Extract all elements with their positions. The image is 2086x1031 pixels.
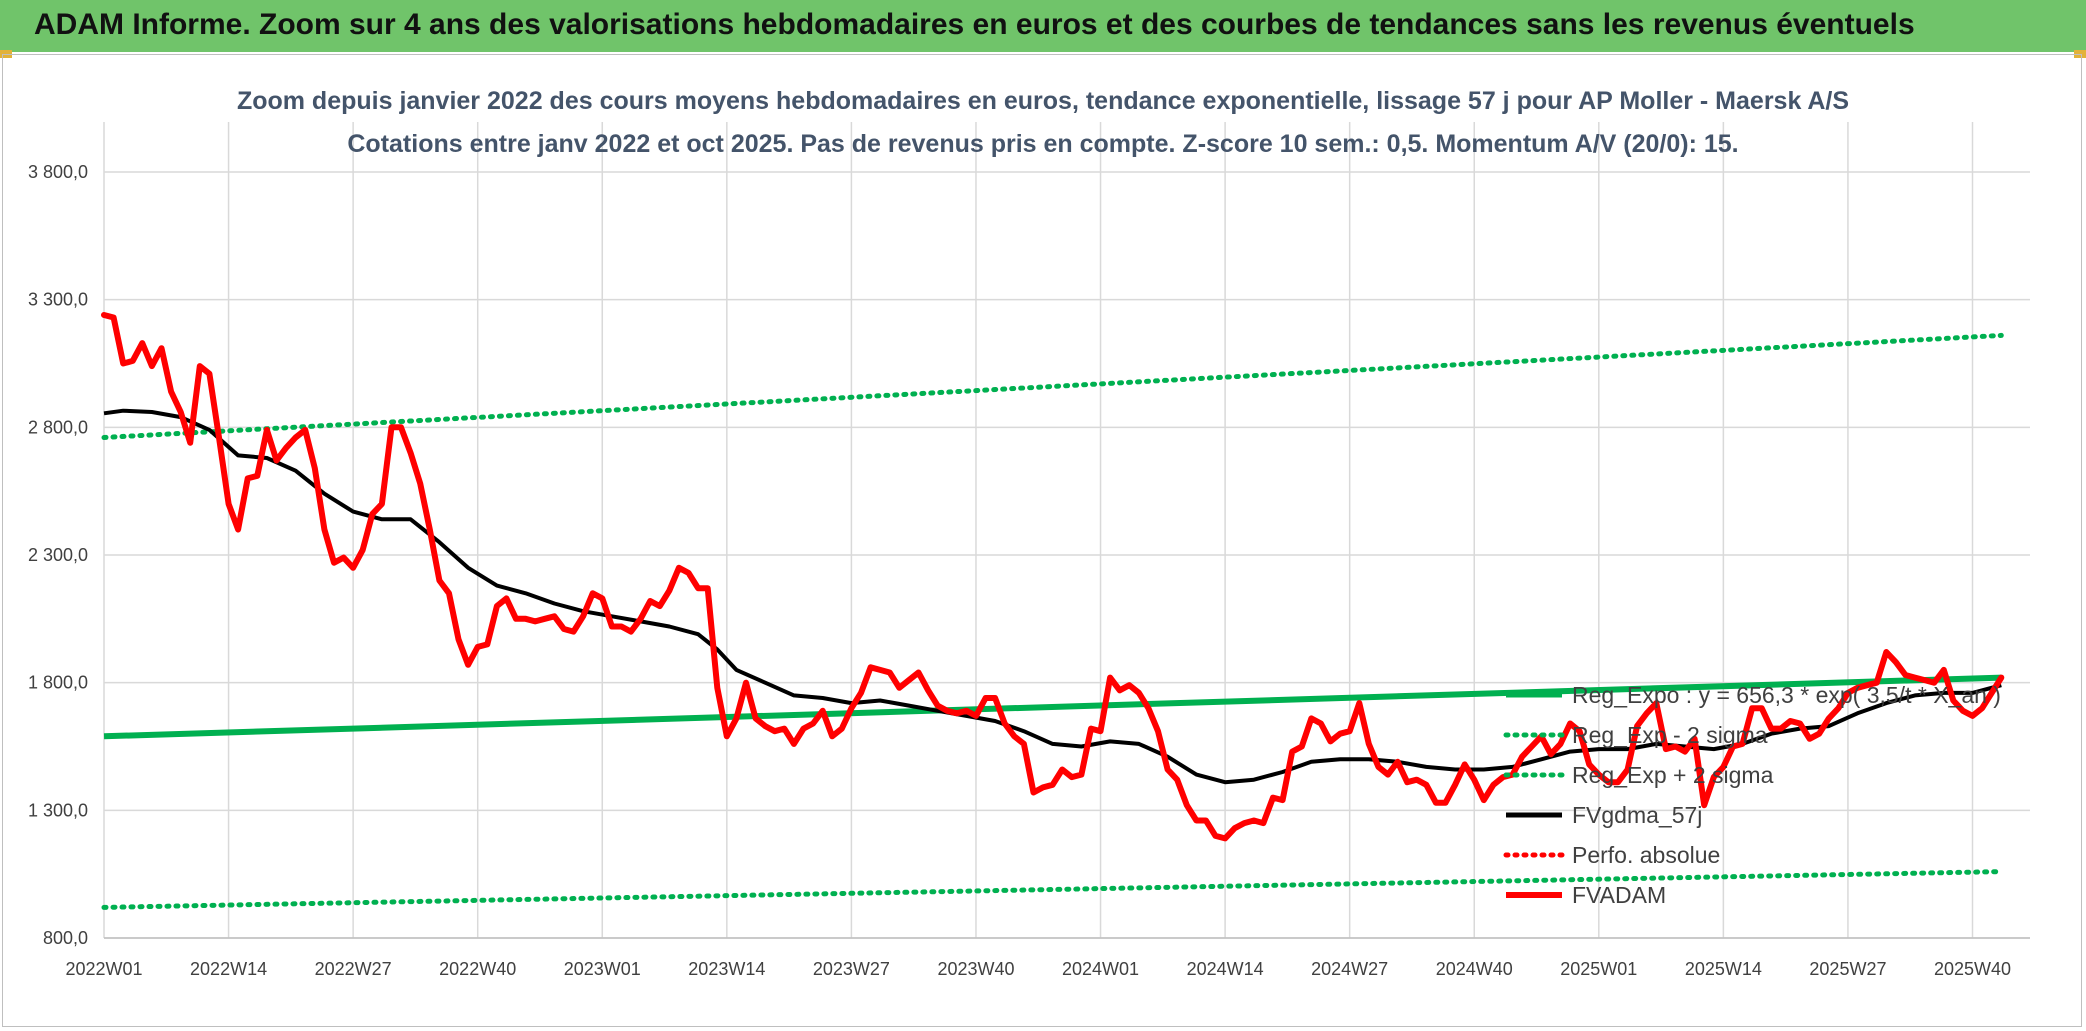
- series-reg-expo-y-656-3-exp-3-5-t-x-an: [103, 674, 2002, 740]
- legend-label: FVgdma_57j: [1572, 802, 1702, 828]
- chart-frame: [2, 54, 2082, 1027]
- y-tick-label: 1 300,0: [28, 800, 88, 820]
- x-tick-label: 2023W27: [813, 959, 890, 979]
- y-tick-label: 3 300,0: [28, 290, 88, 310]
- y-tick-label: 800,0: [43, 928, 88, 948]
- x-tick-label: 2024W27: [1311, 959, 1388, 979]
- legend-label: Reg_Expo : y = 656,3 * exp( 3,5/t * X_an…: [1572, 682, 2001, 708]
- series-reg-exp-2-sigma: [101, 332, 2004, 440]
- series-reg-exp-2-sigma: [101, 869, 2004, 910]
- x-axis-ticks: 2022W01 2022W14 2022W27 2022W40 2023W01 2023W…: [65, 959, 2011, 979]
- regression-lines: [101, 332, 2004, 910]
- y-axis-ticks: 800,0 1 300,0 1 800,0 2 300,0 2 800,0 3 300,0…: [28, 162, 88, 948]
- legend: Reg_Expo : y = 656,3 * exp( 3,5/t * X_an…: [1503, 682, 2001, 908]
- x-tick-label: 2024W01: [1062, 959, 1139, 979]
- chart-subtitle: Cotations entre janv 2022 et oct 2025. P…: [347, 130, 1738, 158]
- x-tick-label: 2023W40: [937, 959, 1014, 979]
- y-tick-label: 1 800,0: [28, 673, 88, 693]
- x-tick-label: 2025W14: [1685, 959, 1762, 979]
- x-tick-label: 2022W14: [190, 959, 267, 979]
- x-tick-label: 2022W01: [65, 959, 142, 979]
- x-tick-label: 2025W01: [1560, 959, 1637, 979]
- report-title: ADAM Informe. Zoom sur 4 ans des valoris…: [34, 8, 1915, 41]
- legend-label: Perfo. absolue: [1572, 842, 1720, 868]
- x-tick-label: 2024W14: [1187, 959, 1264, 979]
- x-tick-label: 2023W14: [688, 959, 765, 979]
- y-tick-label: 2 800,0: [28, 417, 88, 437]
- series-lines: [101, 312, 2005, 842]
- x-tick-label: 2022W40: [439, 959, 516, 979]
- x-tick-label: 2024W40: [1436, 959, 1513, 979]
- y-tick-label: 3 800,0: [28, 162, 88, 182]
- legend-label: Reg_Exp + 2 sigma: [1572, 762, 1774, 788]
- header-banner: ADAM Informe. Zoom sur 4 ans des valoris…: [0, 0, 2086, 52]
- x-tick-label: 2023W01: [564, 959, 641, 979]
- x-tick-label: 2022W27: [315, 959, 392, 979]
- legend-label: Reg_Exp - 2 sigma: [1572, 722, 1768, 748]
- gridlines: [103, 122, 2030, 939]
- chart-title: Zoom depuis janvier 2022 des cours moyen…: [237, 87, 1849, 115]
- x-tick-label: 2025W40: [1934, 959, 2011, 979]
- y-tick-label: 2 300,0: [28, 545, 88, 565]
- legend-label: FVADAM: [1572, 882, 1666, 908]
- series-fvadam: [101, 312, 2005, 842]
- x-tick-label: 2025W27: [1809, 959, 1886, 979]
